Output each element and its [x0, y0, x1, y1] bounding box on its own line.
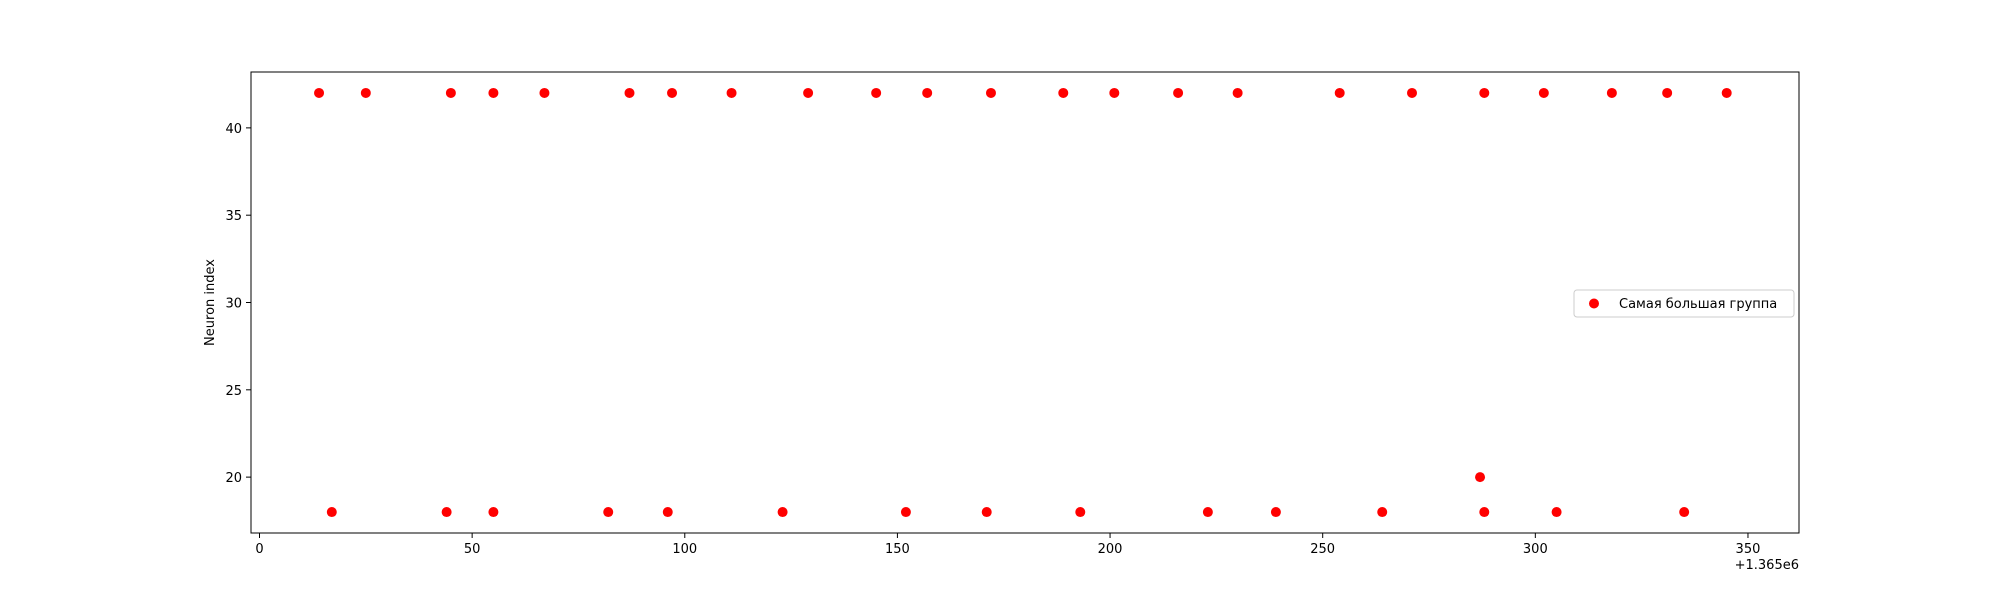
data-point: [603, 507, 614, 518]
data-point: [871, 87, 882, 98]
data-point: [981, 507, 992, 518]
data-point: [900, 507, 911, 518]
data-point: [326, 507, 337, 518]
data-point: [726, 87, 737, 98]
x-tick-label: 250: [1310, 542, 1335, 557]
data-point: [1334, 87, 1345, 98]
data-point: [1721, 87, 1732, 98]
data-point: [1202, 507, 1213, 518]
data-point: [1475, 472, 1486, 483]
data-point: [1232, 87, 1243, 98]
data-point: [1479, 87, 1490, 98]
data-point: [624, 87, 635, 98]
data-point: [488, 87, 499, 98]
data-point: [1538, 87, 1549, 98]
data-point: [777, 507, 788, 518]
x-tick-label: 350: [1736, 542, 1761, 557]
x-tick-label: 200: [1098, 542, 1123, 557]
data-point: [1058, 87, 1069, 98]
x-tick-label: 0: [255, 542, 263, 557]
data-point: [803, 87, 814, 98]
data-point: [1551, 507, 1562, 518]
x-tick-label: 150: [885, 542, 910, 557]
data-point: [539, 87, 550, 98]
data-point: [1679, 507, 1690, 518]
data-point: [1075, 507, 1086, 518]
y-axis-ticks: 20 25 30 35 40: [225, 122, 251, 486]
y-tick-label: 20: [225, 471, 242, 486]
y-tick-label: 40: [225, 122, 242, 137]
data-point: [441, 507, 452, 518]
data-point: [488, 507, 499, 518]
legend-box: [1573, 289, 1795, 318]
data-point: [1479, 507, 1490, 518]
data-point: [1606, 87, 1617, 98]
data-point: [1173, 87, 1184, 98]
data-point: [1377, 507, 1388, 518]
legend: Самая большая группа: [1573, 289, 1795, 318]
data-point: [985, 87, 996, 98]
data-point: [314, 87, 325, 98]
data-point: [922, 87, 933, 98]
legend-label: Самая большая группа: [1619, 297, 1777, 312]
data-point: [1270, 507, 1281, 518]
x-tick-label: 300: [1523, 542, 1548, 557]
data-point: [1109, 87, 1120, 98]
data-point: [1662, 87, 1673, 98]
data-point: [360, 87, 371, 98]
data-point: [1407, 87, 1417, 98]
data-point: [667, 87, 678, 98]
x-tick-label: 50: [464, 542, 481, 557]
y-tick-label: 35: [225, 209, 242, 224]
data-points: [314, 87, 1732, 518]
data-point: [662, 507, 673, 518]
y-tick-label: 25: [225, 384, 242, 399]
x-tick-label: 100: [672, 542, 697, 557]
data-point: [445, 87, 456, 98]
x-axis-offset-label: +1.365e6: [1735, 558, 1799, 573]
legend-marker: [1589, 298, 1599, 309]
x-axis-ticks: 0 50 100 150 200 250 300 350: [255, 533, 1760, 557]
y-axis-label: Neuron index: [203, 259, 218, 346]
y-tick-label: 30: [225, 297, 242, 312]
